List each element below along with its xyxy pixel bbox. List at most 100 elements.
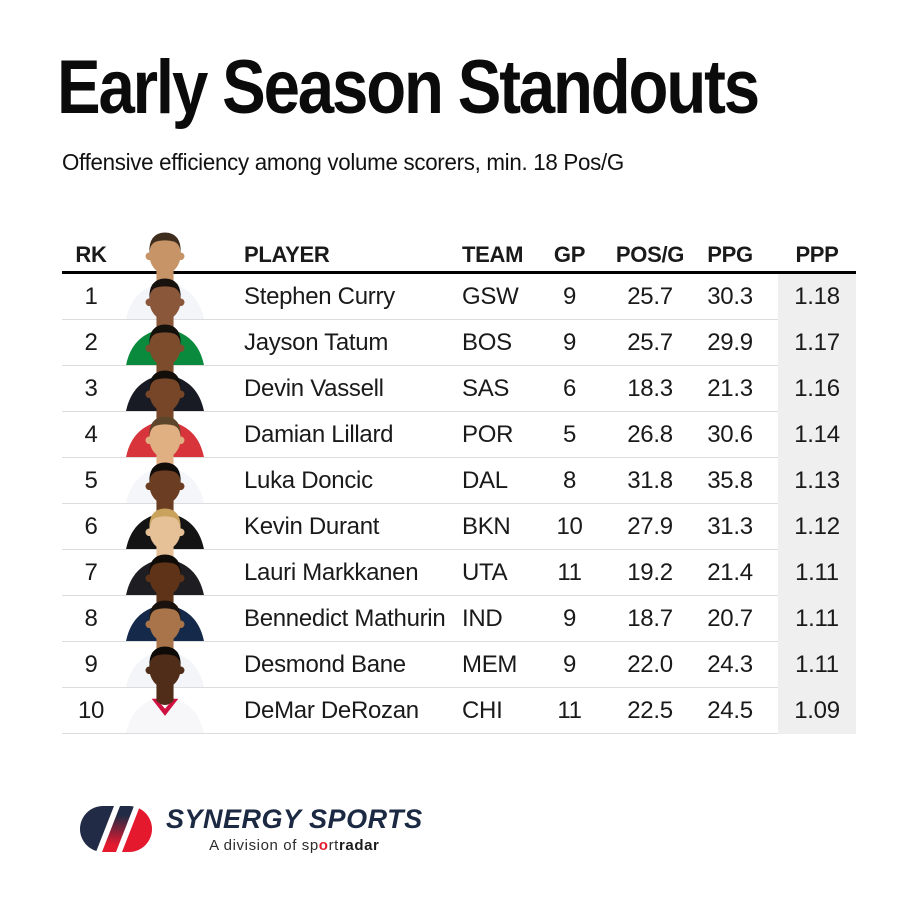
ppp-cell: 1.14 bbox=[778, 411, 856, 458]
ppg-cell: 35.8 bbox=[707, 466, 753, 494]
posg-cell: 19.2 bbox=[627, 558, 673, 586]
table-row: 3 Devin Vassell SAS 6 18.3 21.3 1.16 bbox=[62, 324, 856, 412]
ppg-cell: 31.3 bbox=[707, 512, 753, 540]
rank-cell: 3 bbox=[84, 374, 98, 402]
team-cell: CHI bbox=[462, 696, 503, 724]
player-name-cell: Devin Vassell bbox=[244, 374, 384, 402]
team-cell: UTA bbox=[462, 558, 508, 586]
column-header-posg: POS/G bbox=[615, 241, 685, 267]
player-name-cell: Stephen Curry bbox=[244, 282, 395, 310]
column-header-rank: RK bbox=[75, 241, 107, 267]
ppp-cell: 1.12 bbox=[778, 503, 856, 550]
ppp-cell: 1.09 bbox=[778, 687, 856, 734]
table-header-row: RK PLAYER TEAM GP POS/G PPG PPP bbox=[62, 238, 856, 274]
gp-cell: 11 bbox=[557, 696, 582, 724]
player-name-cell: Bennedict Mathurin bbox=[244, 604, 446, 632]
team-cell: BKN bbox=[462, 512, 511, 540]
team-cell: MEM bbox=[462, 650, 518, 678]
player-name-cell: Lauri Markkanen bbox=[244, 558, 419, 586]
posg-cell: 31.8 bbox=[627, 466, 673, 494]
photo-cell bbox=[120, 504, 210, 549]
posg-cell: 18.7 bbox=[627, 604, 673, 632]
player-name-cell: Luka Doncic bbox=[244, 466, 373, 494]
team-cell: SAS bbox=[462, 374, 510, 402]
rank-cell: 4 bbox=[84, 420, 98, 448]
ppg-cell: 30.6 bbox=[707, 420, 753, 448]
rank-cell: 2 bbox=[84, 328, 98, 356]
rank-cell: 1 bbox=[84, 282, 98, 310]
rank-cell: 8 bbox=[84, 604, 98, 632]
ppg-cell: 29.9 bbox=[707, 328, 753, 356]
column-header-team: TEAM bbox=[462, 241, 524, 267]
ppp-cell: 1.16 bbox=[778, 365, 856, 412]
posg-cell: 26.8 bbox=[627, 420, 673, 448]
column-header-player: PLAYER bbox=[244, 241, 330, 267]
photo-cell bbox=[120, 550, 210, 595]
table-row: 9 Desmond Bane MEM 9 22.0 24.3 1.11 bbox=[62, 600, 856, 688]
photo-cell bbox=[120, 596, 210, 641]
photo-cell bbox=[120, 412, 210, 457]
ppp-cell: 1.18 bbox=[778, 273, 856, 320]
ppg-cell: 21.3 bbox=[707, 374, 753, 402]
column-header-ppp: PPP bbox=[795, 241, 839, 267]
photo-cell bbox=[120, 366, 210, 411]
tagline-sp: sp bbox=[301, 837, 319, 854]
team-cell: DAL bbox=[462, 466, 508, 494]
player-name-cell: Damian Lillard bbox=[244, 420, 394, 448]
rank-cell: 7 bbox=[84, 558, 98, 586]
table-row: 2 Jayson Tatum BOS 9 25.7 29.9 1.17 bbox=[62, 278, 856, 366]
ppg-cell: 24.5 bbox=[707, 696, 753, 724]
gp-cell: 9 bbox=[562, 650, 577, 678]
ppg-cell: 20.7 bbox=[707, 604, 753, 632]
ppp-cell: 1.17 bbox=[778, 319, 856, 366]
posg-cell: 18.3 bbox=[627, 374, 673, 402]
tagline-rt: rt bbox=[328, 837, 339, 854]
gp-cell: 5 bbox=[562, 420, 577, 448]
table-body: 1 Stephen Curry GSW 9 25.7 30.3 1.18 bbox=[62, 232, 856, 734]
team-cell: IND bbox=[462, 604, 503, 632]
brand-text-block: SYNERGY SPORTS A division of sportradar bbox=[166, 804, 423, 854]
photo-cell bbox=[120, 274, 210, 319]
player-name-cell: Kevin Durant bbox=[244, 512, 380, 540]
player-name-cell: DeMar DeRozan bbox=[244, 696, 419, 724]
column-header-photo bbox=[120, 238, 210, 271]
rank-cell: 10 bbox=[77, 696, 105, 724]
posg-cell: 22.5 bbox=[627, 696, 673, 724]
team-cell: GSW bbox=[462, 282, 519, 310]
stats-table: RK PLAYER TEAM GP POS/G PPG PPP 1 Stephe… bbox=[62, 232, 856, 734]
sportradar-o-icon: o bbox=[318, 837, 329, 854]
ppg-cell: 30.3 bbox=[707, 282, 753, 310]
table-row: 10 DeMar DeRozan CHI 11 22.5 24.5 1.09 bbox=[62, 646, 856, 734]
rank-cell: 6 bbox=[84, 512, 98, 540]
page-subtitle: Offensive efficiency among volume scorer… bbox=[62, 149, 624, 175]
photo-cell bbox=[120, 458, 210, 503]
team-cell: BOS bbox=[462, 328, 512, 356]
player-name-cell: Jayson Tatum bbox=[244, 328, 389, 356]
page-title: Early Season Standouts bbox=[57, 45, 760, 130]
rank-cell: 5 bbox=[84, 466, 98, 494]
brand-footer: SYNERGY SPORTS A division of sportradar bbox=[80, 804, 423, 854]
synergy-logo-icon bbox=[80, 806, 152, 852]
player-name-cell: Desmond Bane bbox=[244, 650, 406, 678]
column-header-gp: GP bbox=[553, 241, 586, 267]
ppp-cell: 1.11 bbox=[778, 595, 856, 642]
brand-tagline: A division of sportradar bbox=[209, 837, 379, 854]
gp-cell: 8 bbox=[562, 466, 577, 494]
table-row: 7 Lauri Markkanen UTA 11 19.2 21.4 1.11 bbox=[62, 508, 856, 596]
gp-cell: 10 bbox=[556, 512, 583, 540]
photo-cell bbox=[120, 320, 210, 365]
table-row: 4 Damian Lillard POR 5 26.8 30.6 1.14 bbox=[62, 370, 856, 458]
ppp-cell: 1.11 bbox=[778, 549, 856, 596]
ppp-cell: 1.13 bbox=[778, 457, 856, 504]
photo-cell bbox=[120, 688, 210, 733]
table-row: 8 Bennedict Mathurin IND 9 18.7 20.7 1.1… bbox=[62, 554, 856, 642]
gp-cell: 9 bbox=[562, 282, 577, 310]
ppg-cell: 24.3 bbox=[707, 650, 753, 678]
ppp-cell: 1.11 bbox=[778, 641, 856, 688]
gp-cell: 9 bbox=[562, 604, 577, 632]
posg-cell: 22.0 bbox=[627, 650, 673, 678]
posg-cell: 25.7 bbox=[627, 328, 673, 356]
brand-name: SYNERGY SPORTS bbox=[166, 804, 423, 834]
gp-cell: 9 bbox=[562, 328, 577, 356]
rank-cell: 9 bbox=[84, 650, 98, 678]
